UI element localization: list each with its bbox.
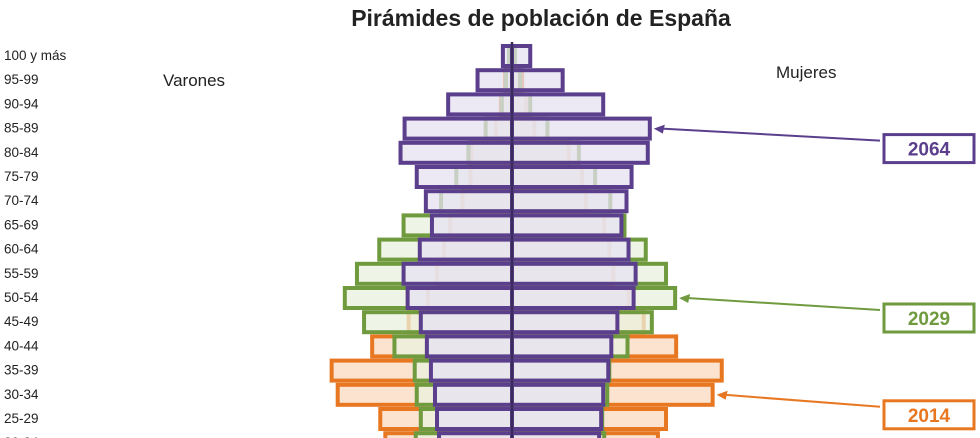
callout-arrow-2014 [716, 390, 728, 400]
callout-arrow-2029 [679, 294, 691, 303]
bar-2064-varones [414, 165, 515, 189]
bar-2064-varones [402, 116, 514, 141]
age-label: 20-24 [4, 435, 39, 438]
callout-box-2029 [882, 302, 976, 334]
bar-2064-mujeres [510, 189, 629, 214]
age-label: 55-59 [4, 266, 39, 281]
age-label: 60-64 [4, 242, 39, 257]
bar-2064-mujeres [510, 213, 624, 238]
bar-2064-varones [398, 140, 514, 165]
bar-2064-varones [435, 407, 514, 431]
bar-2064-mujeres [510, 358, 611, 383]
age-label: 70-74 [4, 193, 39, 208]
bar-2064-varones [446, 92, 515, 117]
bar-2064-varones [429, 213, 514, 238]
callout-year-2029: 2029 [908, 309, 950, 330]
bar-2064-mujeres [510, 382, 606, 407]
callout-year-2014: 2014 [908, 406, 951, 427]
chart-title: Pirámides de población de España [351, 5, 731, 31]
bar-2064-mujeres [510, 116, 652, 141]
age-axis-labels: 100 y más 95-99 90-94 85-89 80-84 75-79 70-74 6… [4, 48, 67, 438]
age-label: 50-54 [4, 290, 39, 305]
bar-2064-mujeres [510, 92, 606, 117]
callout-line-2064 [661, 127, 881, 142]
bar-2064-varones [417, 237, 514, 262]
bar-2064-mujeres [510, 165, 634, 189]
age-label: 100 y más [4, 48, 67, 63]
bar-2064-mujeres [510, 310, 620, 335]
bar-2064-mujeres [510, 334, 614, 359]
bar-2064-mujeres [510, 44, 533, 68]
age-label: 45-49 [4, 314, 39, 329]
label-varones: Varones [163, 71, 225, 90]
age-label: 25-29 [4, 411, 39, 426]
bar-2064-varones [428, 358, 514, 383]
bar-2064-varones [475, 68, 514, 93]
age-label: 80-84 [4, 145, 39, 160]
bar-2064-varones [423, 189, 514, 214]
callout-box-2064 [882, 133, 976, 165]
callout-year-2064: 2064 [908, 140, 951, 161]
age-label: 40-44 [4, 338, 39, 353]
bar-2064-mujeres [510, 237, 631, 262]
age-label: 30-34 [4, 387, 39, 402]
bar-2064-varones [405, 286, 515, 310]
pyramid-bars [329, 44, 724, 438]
label-mujeres: Mujeres [776, 63, 836, 82]
age-label: 90-94 [4, 96, 39, 111]
bar-2064-varones [437, 431, 515, 438]
bar-2064-varones [401, 261, 514, 286]
bar-2064-mujeres [510, 68, 565, 93]
year-callouts: 2064 2029 2014 [653, 124, 976, 431]
callout-box-2014 [882, 399, 976, 431]
bar-2064-mujeres [510, 286, 636, 310]
age-label: 35-39 [4, 363, 39, 378]
bar-2064-varones [432, 382, 514, 407]
bar-2064-mujeres [510, 407, 604, 431]
age-label: 75-79 [4, 169, 39, 184]
bar-2064-mujeres [510, 261, 638, 286]
callout-arrow-2064 [653, 124, 665, 134]
bar-2064-mujeres [510, 140, 650, 165]
callout-line-2014 [724, 393, 881, 408]
age-label: 85-89 [4, 121, 39, 136]
bar-2064-mujeres [510, 431, 602, 438]
callout-line-2029 [687, 297, 881, 311]
bar-2064-varones [424, 334, 515, 359]
bar-2064-varones [418, 310, 514, 335]
age-label: 95-99 [4, 72, 39, 87]
age-label: 65-69 [4, 217, 39, 232]
